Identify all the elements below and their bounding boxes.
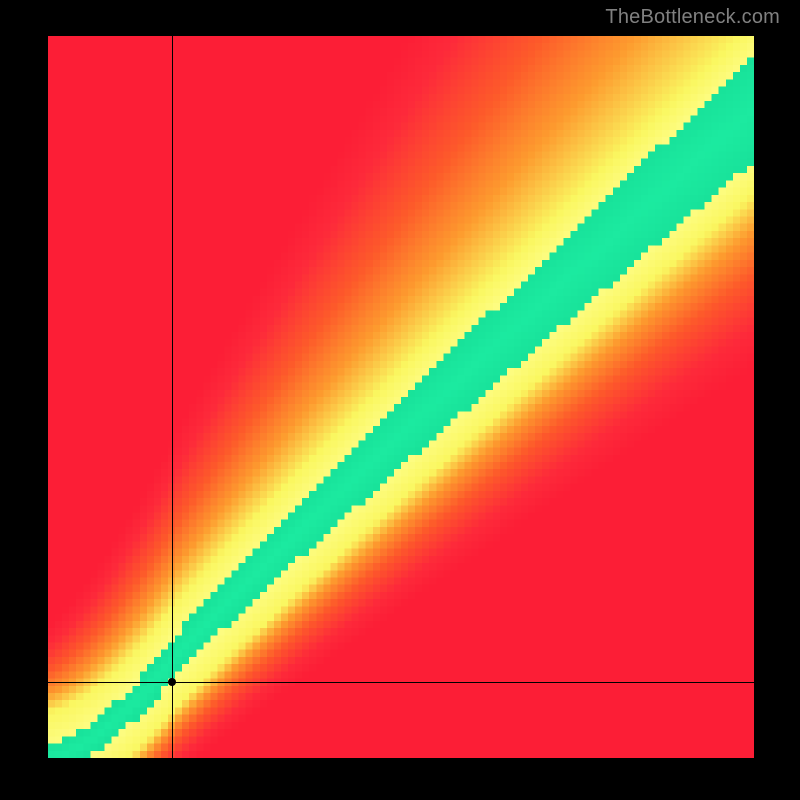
- watermark-text: TheBottleneck.com: [605, 6, 780, 29]
- bottleneck-heatmap: [48, 36, 754, 758]
- crosshair-horizontal-line: [48, 682, 754, 683]
- marker-dot: [168, 678, 176, 686]
- crosshair-vertical-line: [172, 36, 173, 758]
- chart-container: { "watermark": "TheBottleneck.com", "cha…: [0, 0, 800, 800]
